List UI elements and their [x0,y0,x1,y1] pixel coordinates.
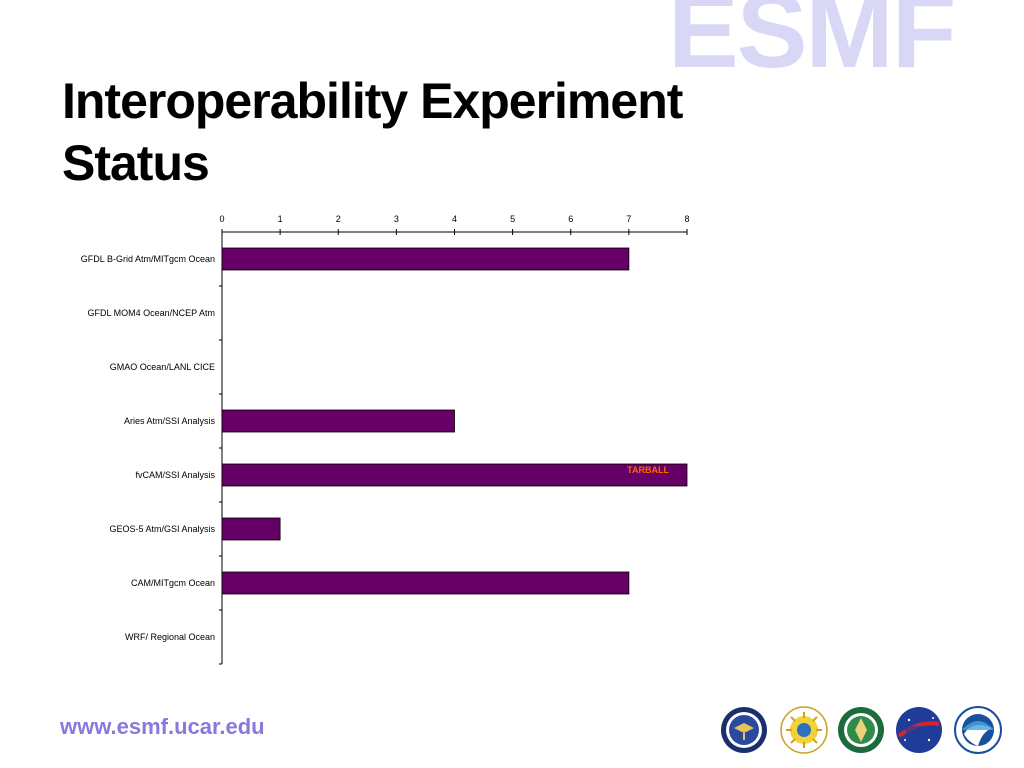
title-line-2: Status [62,135,210,191]
category-label: GFDL B-Grid Atm/MITgcm Ocean [81,254,215,264]
x-tick-label: 6 [568,214,573,224]
bar [221,247,630,271]
x-tick-label: 1 [278,214,283,224]
category-label: GMAO Ocean/LANL CICE [110,362,215,372]
title-line-1: Interoperability Experiment [62,73,683,129]
department-of-energy-seal-icon [838,707,884,753]
bar-annotation-label: TARBALL [627,465,669,475]
category-label: GFDL MOM4 Ocean/NCEP Atm [87,308,215,318]
x-tick-label: 5 [510,214,515,224]
noaa-seal-icon [954,706,1002,754]
category-label: CAM/MITgcm Ocean [131,578,215,588]
nasa-seal-icon [896,707,942,753]
bar [221,409,455,433]
department-of-defense-seal-icon [721,707,767,753]
x-tick-label: 4 [452,214,457,224]
category-label: WRF/ Regional Ocean [125,632,215,642]
esmf-logo: ESMF [668,0,956,90]
website-url[interactable]: www.esmf.ucar.edu [60,714,265,739]
category-label: fvCAM/SSI Analysis [135,470,215,480]
bar [221,463,688,487]
x-tick-label: 2 [336,214,341,224]
x-tick-label: 8 [684,214,689,224]
category-label: GEOS-5 Atm/GSI Analysis [109,524,215,534]
bar [221,571,630,595]
x-tick-label: 0 [219,214,224,224]
x-tick-label: 7 [626,214,631,224]
bar [221,517,281,541]
page-title: Interoperability Experiment Status [62,70,782,194]
status-bar-chart: 0 1 2 3 4 5 6 7 8 GFDL B-Grid Atm/MITgcm Ocean GFD… [81,214,690,665]
category-label: Aries Atm/SSI Analysis [124,416,216,426]
agency-seals [720,706,1010,758]
nsf-seal-icon [780,706,828,754]
x-tick-label: 3 [394,214,399,224]
